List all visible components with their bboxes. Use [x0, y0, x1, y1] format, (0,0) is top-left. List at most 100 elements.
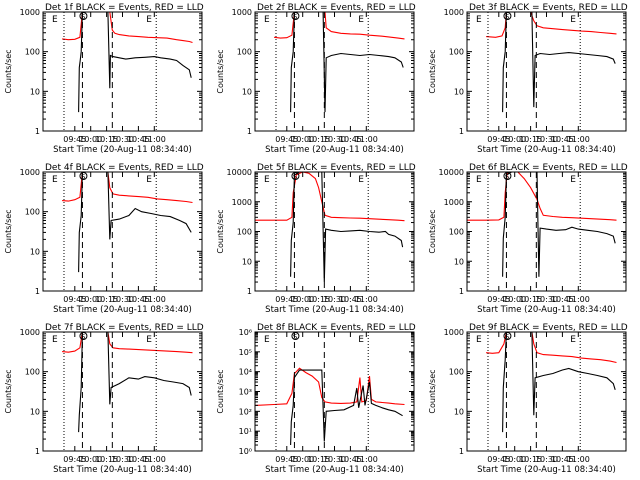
x-tick-label: 10:45	[551, 455, 574, 464]
x-tick-label: 10:30	[535, 295, 558, 304]
y-tick-label: 10000	[439, 168, 464, 177]
plot-frame	[42, 171, 203, 292]
y-tick-label: 10	[30, 87, 40, 96]
y-tick-label: 100	[25, 208, 40, 217]
marker-label-E: E	[52, 15, 58, 25]
y-tick-label: 1	[35, 447, 40, 456]
y-tick-label: 100	[449, 48, 464, 57]
chart-panel: Det 7f BLACK = Events, RED = LLD E E S 1 10 10…	[4, 323, 204, 475]
y-tick-label: 1	[459, 447, 464, 456]
y-tick-label: 10	[242, 257, 252, 266]
y-tick-label: 10⁶	[239, 328, 252, 337]
y-tick-label: 100	[449, 368, 464, 377]
x-tick-label: 09:45	[63, 455, 86, 464]
plot-frame	[42, 331, 203, 452]
marker-label-E: E	[358, 15, 364, 25]
y-tick-label: 1000	[20, 328, 40, 337]
y-tick-label: 1	[459, 287, 464, 296]
y-tick-label: 10³	[239, 388, 252, 397]
x-tick-label: 10:00	[503, 135, 526, 144]
lld-series-line	[486, 331, 617, 364]
x-tick-label: 11:00	[567, 295, 590, 304]
marker-label-S: S	[293, 13, 298, 21]
x-tick-label: 10:30	[535, 135, 558, 144]
x-tick-label: 10:30	[323, 135, 346, 144]
events-series-line	[502, 11, 616, 113]
y-tick-label: 100	[237, 228, 252, 237]
x-tick-label: 09:45	[63, 295, 86, 304]
x-tick-label: 09:45	[487, 455, 510, 464]
x-tick-label: 11:00	[355, 455, 378, 464]
marker-label-E: E	[570, 335, 576, 345]
x-axis-label: Start Time (20-Aug-11 08:34:40)	[265, 145, 404, 155]
marker-label-E: E	[146, 175, 152, 185]
chart-title: Det 6f BLACK = Events, RED = LLD	[469, 163, 628, 173]
marker-label-E: E	[264, 175, 270, 185]
y-tick-label: 100	[25, 48, 40, 57]
events-series-line	[78, 11, 192, 113]
x-tick-label: 10:00	[79, 455, 102, 464]
y-tick-label: 10	[242, 87, 252, 96]
x-tick-label: 10:15	[307, 295, 330, 304]
x-axis-label: Start Time (20-Aug-11 08:34:40)	[53, 305, 192, 315]
chart-panel: Det 9f BLACK = Events, RED = LLD E E S 1 10 10…	[428, 323, 628, 475]
x-axis-label: Start Time (20-Aug-11 08:34:40)	[477, 305, 616, 315]
x-tick-label: 10:30	[323, 295, 346, 304]
x-tick-label: 09:45	[275, 135, 298, 144]
marker-label-S: S	[505, 173, 510, 181]
y-tick-label: 100	[449, 228, 464, 237]
marker-label-E: E	[264, 335, 270, 345]
x-tick-label: 10:30	[535, 455, 558, 464]
chart-title: Det 9f BLACK = Events, RED = LLD	[469, 323, 628, 333]
marker-label-E: E	[476, 175, 482, 185]
x-axis-label: Start Time (20-Aug-11 08:34:40)	[265, 465, 404, 475]
marker-label-S: S	[505, 333, 510, 341]
y-tick-label: 1000	[444, 198, 464, 207]
y-tick-label: 10²	[239, 407, 252, 416]
x-tick-label: 10:00	[79, 135, 102, 144]
y-tick-label: 10	[454, 407, 464, 416]
y-axis-label: Counts/sec	[4, 49, 13, 93]
events-series-line	[78, 331, 192, 433]
x-tick-label: 10:15	[519, 295, 542, 304]
x-tick-label: 10:45	[127, 455, 150, 464]
marker-label-S: S	[293, 173, 298, 181]
x-tick-label: 11:00	[355, 295, 378, 304]
events-series-line	[290, 369, 403, 446]
marker-label-E: E	[476, 335, 482, 345]
plot-frame	[254, 11, 415, 132]
plot-frame	[42, 11, 203, 132]
marker-label-E: E	[264, 15, 270, 25]
y-tick-label: 100	[237, 48, 252, 57]
chart-panel: Det 3f BLACK = Events, RED = LLD E E S 1 10 10…	[428, 3, 628, 155]
x-tick-label: 09:45	[487, 135, 510, 144]
y-axis-label: Counts/sec	[428, 209, 437, 253]
y-tick-label: 1000	[20, 8, 40, 17]
chart-title: Det 7f BLACK = Events, RED = LLD	[45, 323, 204, 333]
marker-label-S: S	[505, 13, 510, 21]
x-tick-label: 10:15	[519, 135, 542, 144]
chart-panel: Det 5f BLACK = Events, RED = LLD E E S 1 10 10…	[216, 163, 416, 315]
x-tick-label: 09:45	[487, 295, 510, 304]
y-tick-label: 10	[30, 247, 40, 256]
chart-panel: Det 4f BLACK = Events, RED = LLD E E S 1 10 10…	[4, 163, 204, 315]
plot-frame	[254, 171, 415, 292]
marker-label-E: E	[570, 15, 576, 25]
events-series-line	[290, 11, 404, 113]
y-tick-label: 1	[247, 127, 252, 136]
x-axis-label: Start Time (20-Aug-11 08:34:40)	[53, 145, 192, 155]
y-axis-label: Counts/sec	[216, 49, 225, 93]
y-tick-label: 1	[459, 127, 464, 136]
chart-title: Det 3f BLACK = Events, RED = LLD	[469, 3, 628, 13]
y-axis-label: Counts/sec	[4, 209, 13, 253]
x-tick-label: 10:15	[307, 455, 330, 464]
marker-label-S: S	[81, 173, 86, 181]
x-tick-label: 10:15	[95, 295, 118, 304]
chart-panel: Det 6f BLACK = Events, RED = LLD E E S 1 10 10…	[428, 163, 628, 315]
y-tick-label: 1000	[444, 8, 464, 17]
y-axis-label: Counts/sec	[428, 369, 437, 413]
x-tick-label: 10:45	[339, 135, 362, 144]
y-tick-label: 10	[454, 257, 464, 266]
chart-title: Det 1f BLACK = Events, RED = LLD	[45, 3, 204, 13]
